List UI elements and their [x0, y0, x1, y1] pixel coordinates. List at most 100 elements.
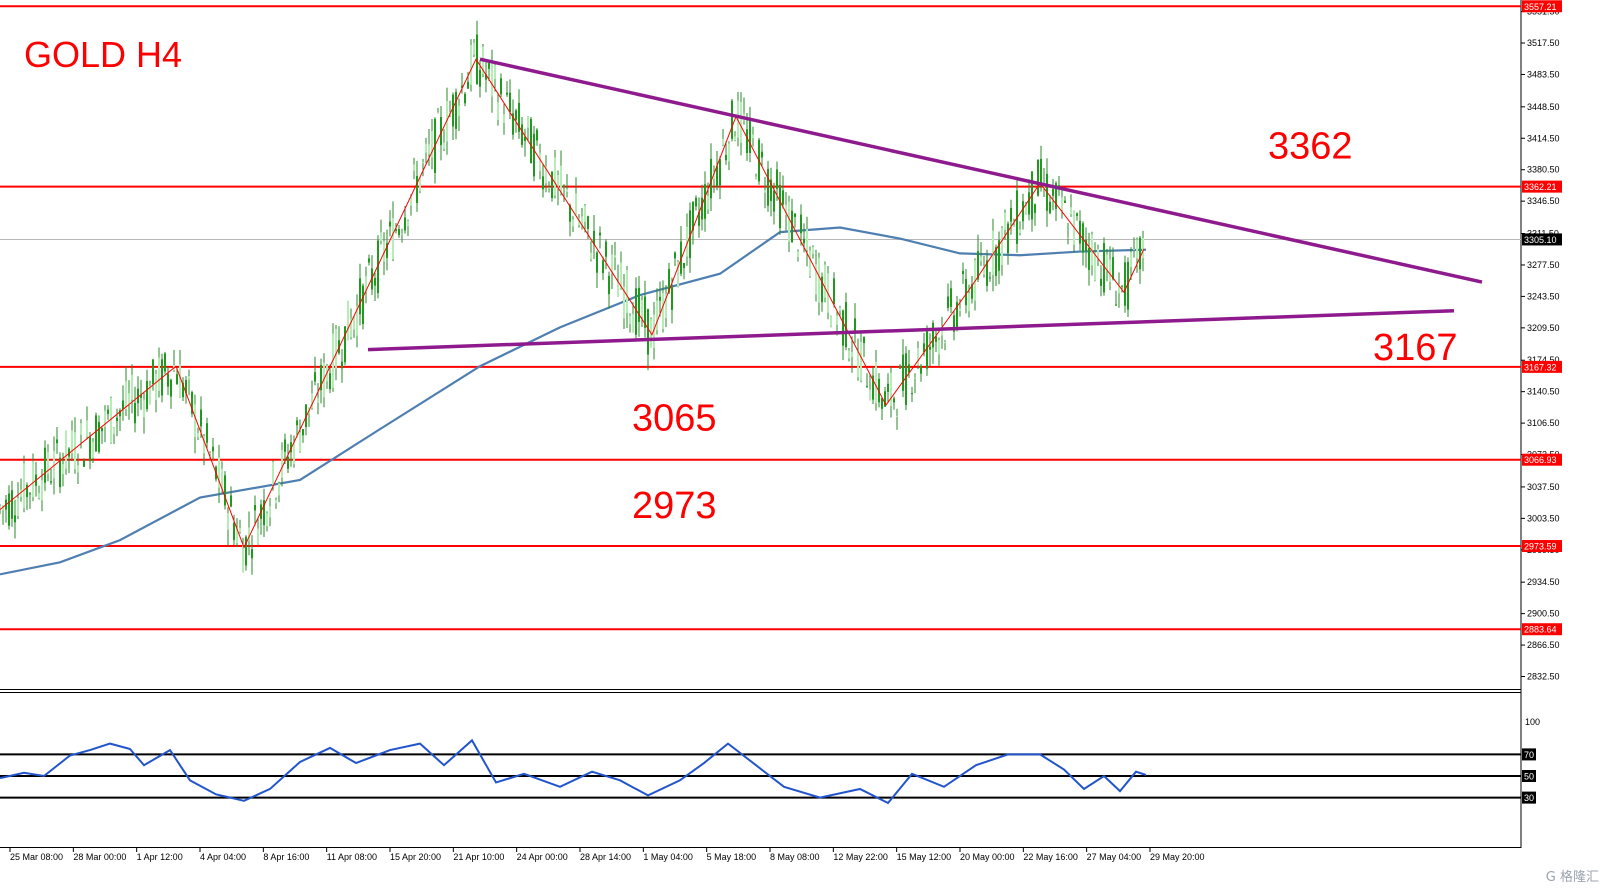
candle-body: [77, 465, 79, 473]
candle-body: [200, 409, 202, 427]
candle-body: [452, 94, 454, 127]
candle-body: [695, 197, 697, 207]
candle-body: [248, 527, 250, 541]
candle-body: [398, 229, 400, 236]
candle-body: [851, 351, 853, 357]
time-tick-label: 11 Apr 08:00: [327, 852, 377, 862]
candle-body: [833, 278, 835, 305]
candle-body: [206, 423, 208, 443]
candle-body: [623, 286, 625, 319]
candle-body: [461, 85, 463, 88]
candle-body: [524, 136, 526, 141]
price-axis: 3551.503517.503483.503448.503414.503380.…: [1521, 0, 1562, 804]
candle-body: [722, 138, 724, 146]
candle-body: [329, 373, 331, 390]
candle-body: [80, 423, 82, 435]
candle-body: [821, 276, 823, 303]
candle-body: [491, 60, 493, 97]
candle-body: [983, 265, 985, 275]
candle-body: [1040, 159, 1042, 186]
candle-body: [503, 114, 505, 123]
candle-body: [23, 463, 25, 509]
candle-body: [923, 343, 925, 353]
candle-body: [440, 116, 442, 146]
candle-body: [1085, 239, 1087, 252]
candle-body: [485, 74, 487, 80]
candle-body: [359, 278, 361, 315]
candle-body: [134, 402, 136, 424]
candle-body: [908, 364, 910, 373]
candle-body: [401, 233, 403, 235]
candle-body: [1103, 243, 1105, 293]
candle-body: [1055, 183, 1057, 209]
candle-body: [884, 391, 886, 407]
candle-body: [581, 216, 583, 227]
candle-body: [944, 341, 946, 344]
candle-body: [470, 45, 472, 85]
candle-body: [797, 251, 799, 258]
candle-body: [875, 361, 877, 404]
price-tick-label: 2934.50: [1527, 577, 1560, 587]
candle-body: [1130, 252, 1132, 268]
candle-body: [473, 42, 475, 55]
level-price-tag: [1522, 453, 1562, 466]
candle-body: [281, 449, 283, 478]
candle-body: [611, 254, 613, 274]
time-tick-label: 27 May 04:00: [1087, 852, 1142, 862]
level-price-label: 3066.93: [1524, 455, 1557, 465]
candle-body: [1115, 304, 1117, 306]
candle-body: [599, 232, 601, 236]
candle-body: [614, 255, 616, 258]
candle-body: [890, 372, 892, 406]
candle-body: [1124, 262, 1126, 306]
candle-body: [8, 493, 10, 526]
candle-body: [815, 264, 817, 295]
candle-body: [311, 393, 313, 409]
candle-body: [1070, 207, 1072, 215]
level-price-tag: [1522, 0, 1562, 13]
candle-body: [53, 450, 55, 479]
candle-body: [374, 277, 376, 286]
grid-layer: [0, 0, 1522, 848]
candle-body: [911, 393, 913, 395]
candle-body: [1112, 257, 1114, 279]
candle-body: [44, 447, 46, 483]
candle-body: [899, 365, 901, 369]
candle-body: [500, 78, 502, 95]
candle-body: [149, 385, 151, 405]
candle-body: [728, 143, 730, 162]
level-price-label: 3362.21: [1524, 182, 1557, 192]
candle-body: [287, 456, 289, 469]
candle-body: [110, 398, 112, 443]
time-tick-label: 5 May 18:00: [707, 852, 757, 862]
candle-body: [668, 268, 670, 293]
candle-body: [512, 113, 514, 135]
price-tick-label: 3037.50: [1527, 482, 1560, 492]
candle-body: [920, 365, 922, 374]
candle-body: [26, 484, 28, 498]
trendlines: [367, 57, 1483, 352]
candle-body: [143, 399, 145, 418]
candle-body: [869, 389, 871, 401]
candle-body: [548, 187, 550, 189]
rsi-line: [0, 738, 1147, 805]
candle-body: [59, 457, 61, 488]
candle-body: [1109, 259, 1111, 282]
level-price-tag: [1522, 360, 1562, 373]
candle-body: [98, 422, 100, 452]
candle-body: [185, 379, 187, 394]
candle-body: [716, 165, 718, 187]
candle-body: [734, 136, 736, 141]
candle-body: [158, 357, 160, 391]
candle-body: [968, 293, 970, 312]
candle-body: [794, 213, 796, 217]
candle-body: [425, 143, 427, 153]
time-tick-label: 12 May 22:00: [833, 852, 888, 862]
candle-body: [536, 129, 538, 141]
candle-body: [413, 164, 415, 171]
candle-body: [770, 179, 772, 201]
candle-body: [701, 197, 703, 220]
candle-body: [377, 240, 379, 294]
candle-body: [131, 374, 133, 400]
candle-body: [683, 262, 685, 268]
